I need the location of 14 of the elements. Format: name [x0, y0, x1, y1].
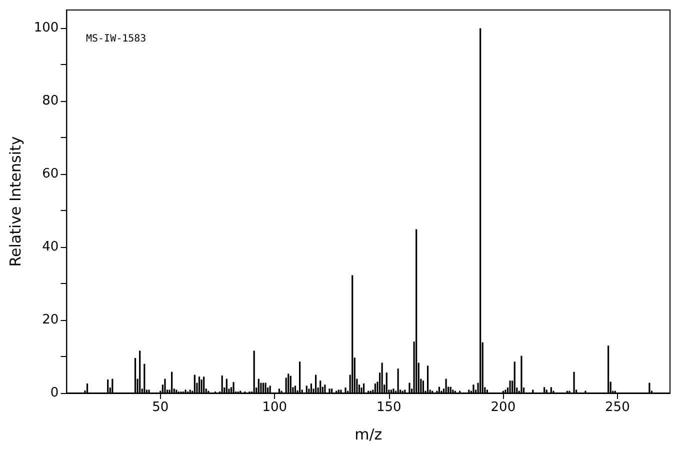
y-tick-label: 100: [34, 20, 59, 36]
y-tick-label: 40: [42, 240, 59, 255]
x-tick-label: 200: [490, 400, 516, 415]
annotation: MS-IW-1583: [86, 34, 146, 44]
y-tick-label: 0: [50, 386, 59, 400]
x-axis-title: m/z: [354, 426, 382, 444]
x-tick-label: 250: [605, 400, 630, 415]
y-tick-label: 60: [42, 166, 59, 182]
y-tick-label: 80: [42, 94, 59, 109]
y-axis-title: Relative Intensity: [6, 136, 24, 267]
x-tick-label: 100: [262, 400, 288, 415]
x-tick-label: 50: [152, 400, 169, 415]
y-tick-label: 20: [42, 312, 59, 328]
x-tick-label: 150: [376, 400, 402, 415]
